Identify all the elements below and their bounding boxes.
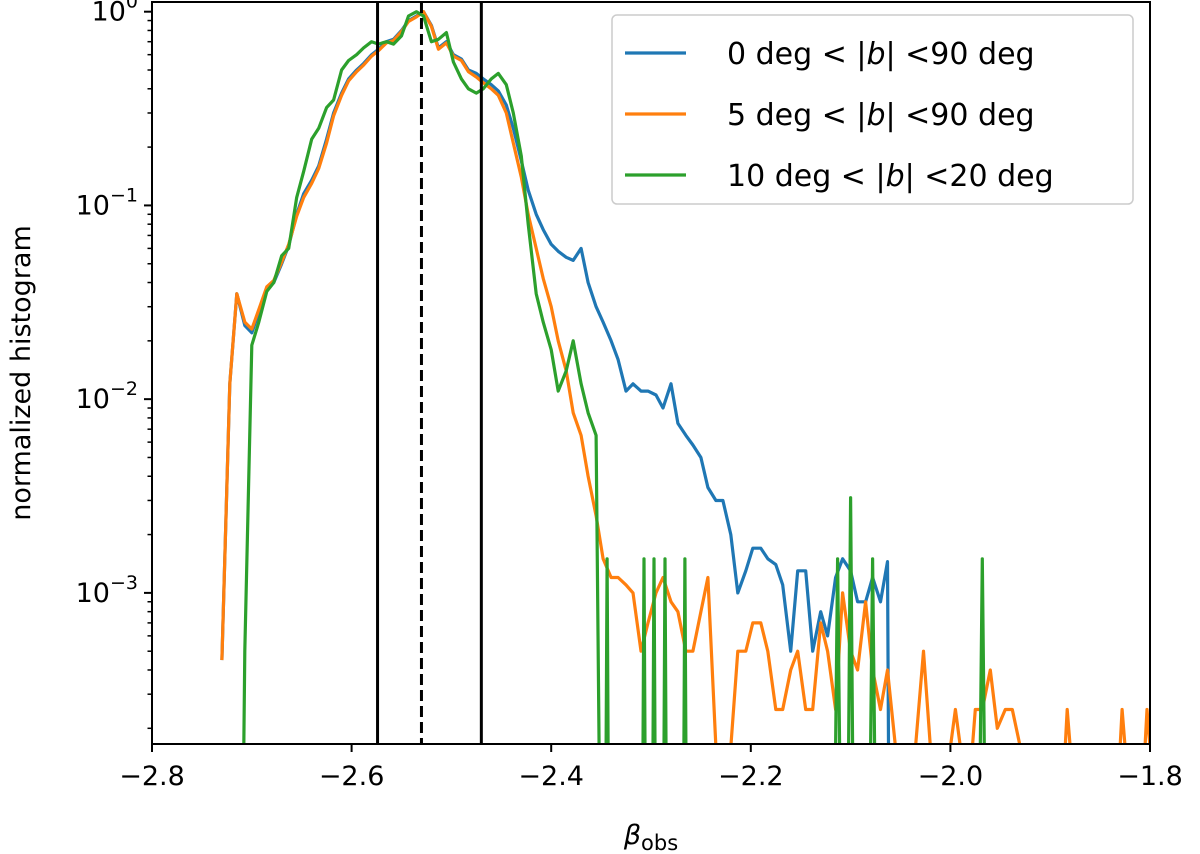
x-tick-label: −2.2: [718, 761, 784, 792]
series-line-2: [220, 10, 1150, 744]
legend-box: [611, 14, 1134, 205]
series-layer: [220, 10, 1150, 744]
x-tick-label: −2.0: [918, 761, 984, 792]
x-axis-label-base: β: [623, 820, 641, 851]
x-tick-label: −2.8: [119, 761, 185, 792]
x-tick-label: −2.4: [518, 761, 584, 792]
plot-frame: [151, 1, 1151, 745]
vline-layer: [376, 2, 483, 744]
y-axis-ticks: 100 10−1 10−2 10−3: [76, 0, 152, 730]
x-axis-label: βobs: [623, 820, 678, 854]
y-tick-label: 10−3: [76, 572, 138, 609]
legend-label-2: 5 deg < |b| <90 deg: [727, 98, 1035, 133]
legend-label-1: 0 deg < |b| <90 deg: [727, 37, 1035, 72]
x-axis-label-subscript: obs: [641, 831, 678, 854]
x-tick-label: −1.8: [1117, 761, 1183, 792]
legend-entries: 0 deg < |b| <90 deg 5 deg < |b| <90 deg 10…: [625, 37, 1054, 194]
x-axis-ticks: −2.8 −2.6 −2.4 −2.2 −2.0 −1.8: [119, 744, 1183, 792]
series-line-3: [242, 10, 986, 744]
x-tick-label: −2.6: [319, 761, 385, 792]
y-tick-label: 10−1: [76, 184, 138, 221]
y-tick-label: 10−2: [76, 378, 138, 415]
legend-label-3: 10 deg < |b| <20 deg: [727, 159, 1054, 194]
y-tick-label: 100: [92, 0, 138, 28]
legend: 0 deg < |b| <90 deg 5 deg < |b| <90 deg 10…: [611, 14, 1134, 205]
y-axis-label: normalized histogram: [6, 225, 37, 520]
